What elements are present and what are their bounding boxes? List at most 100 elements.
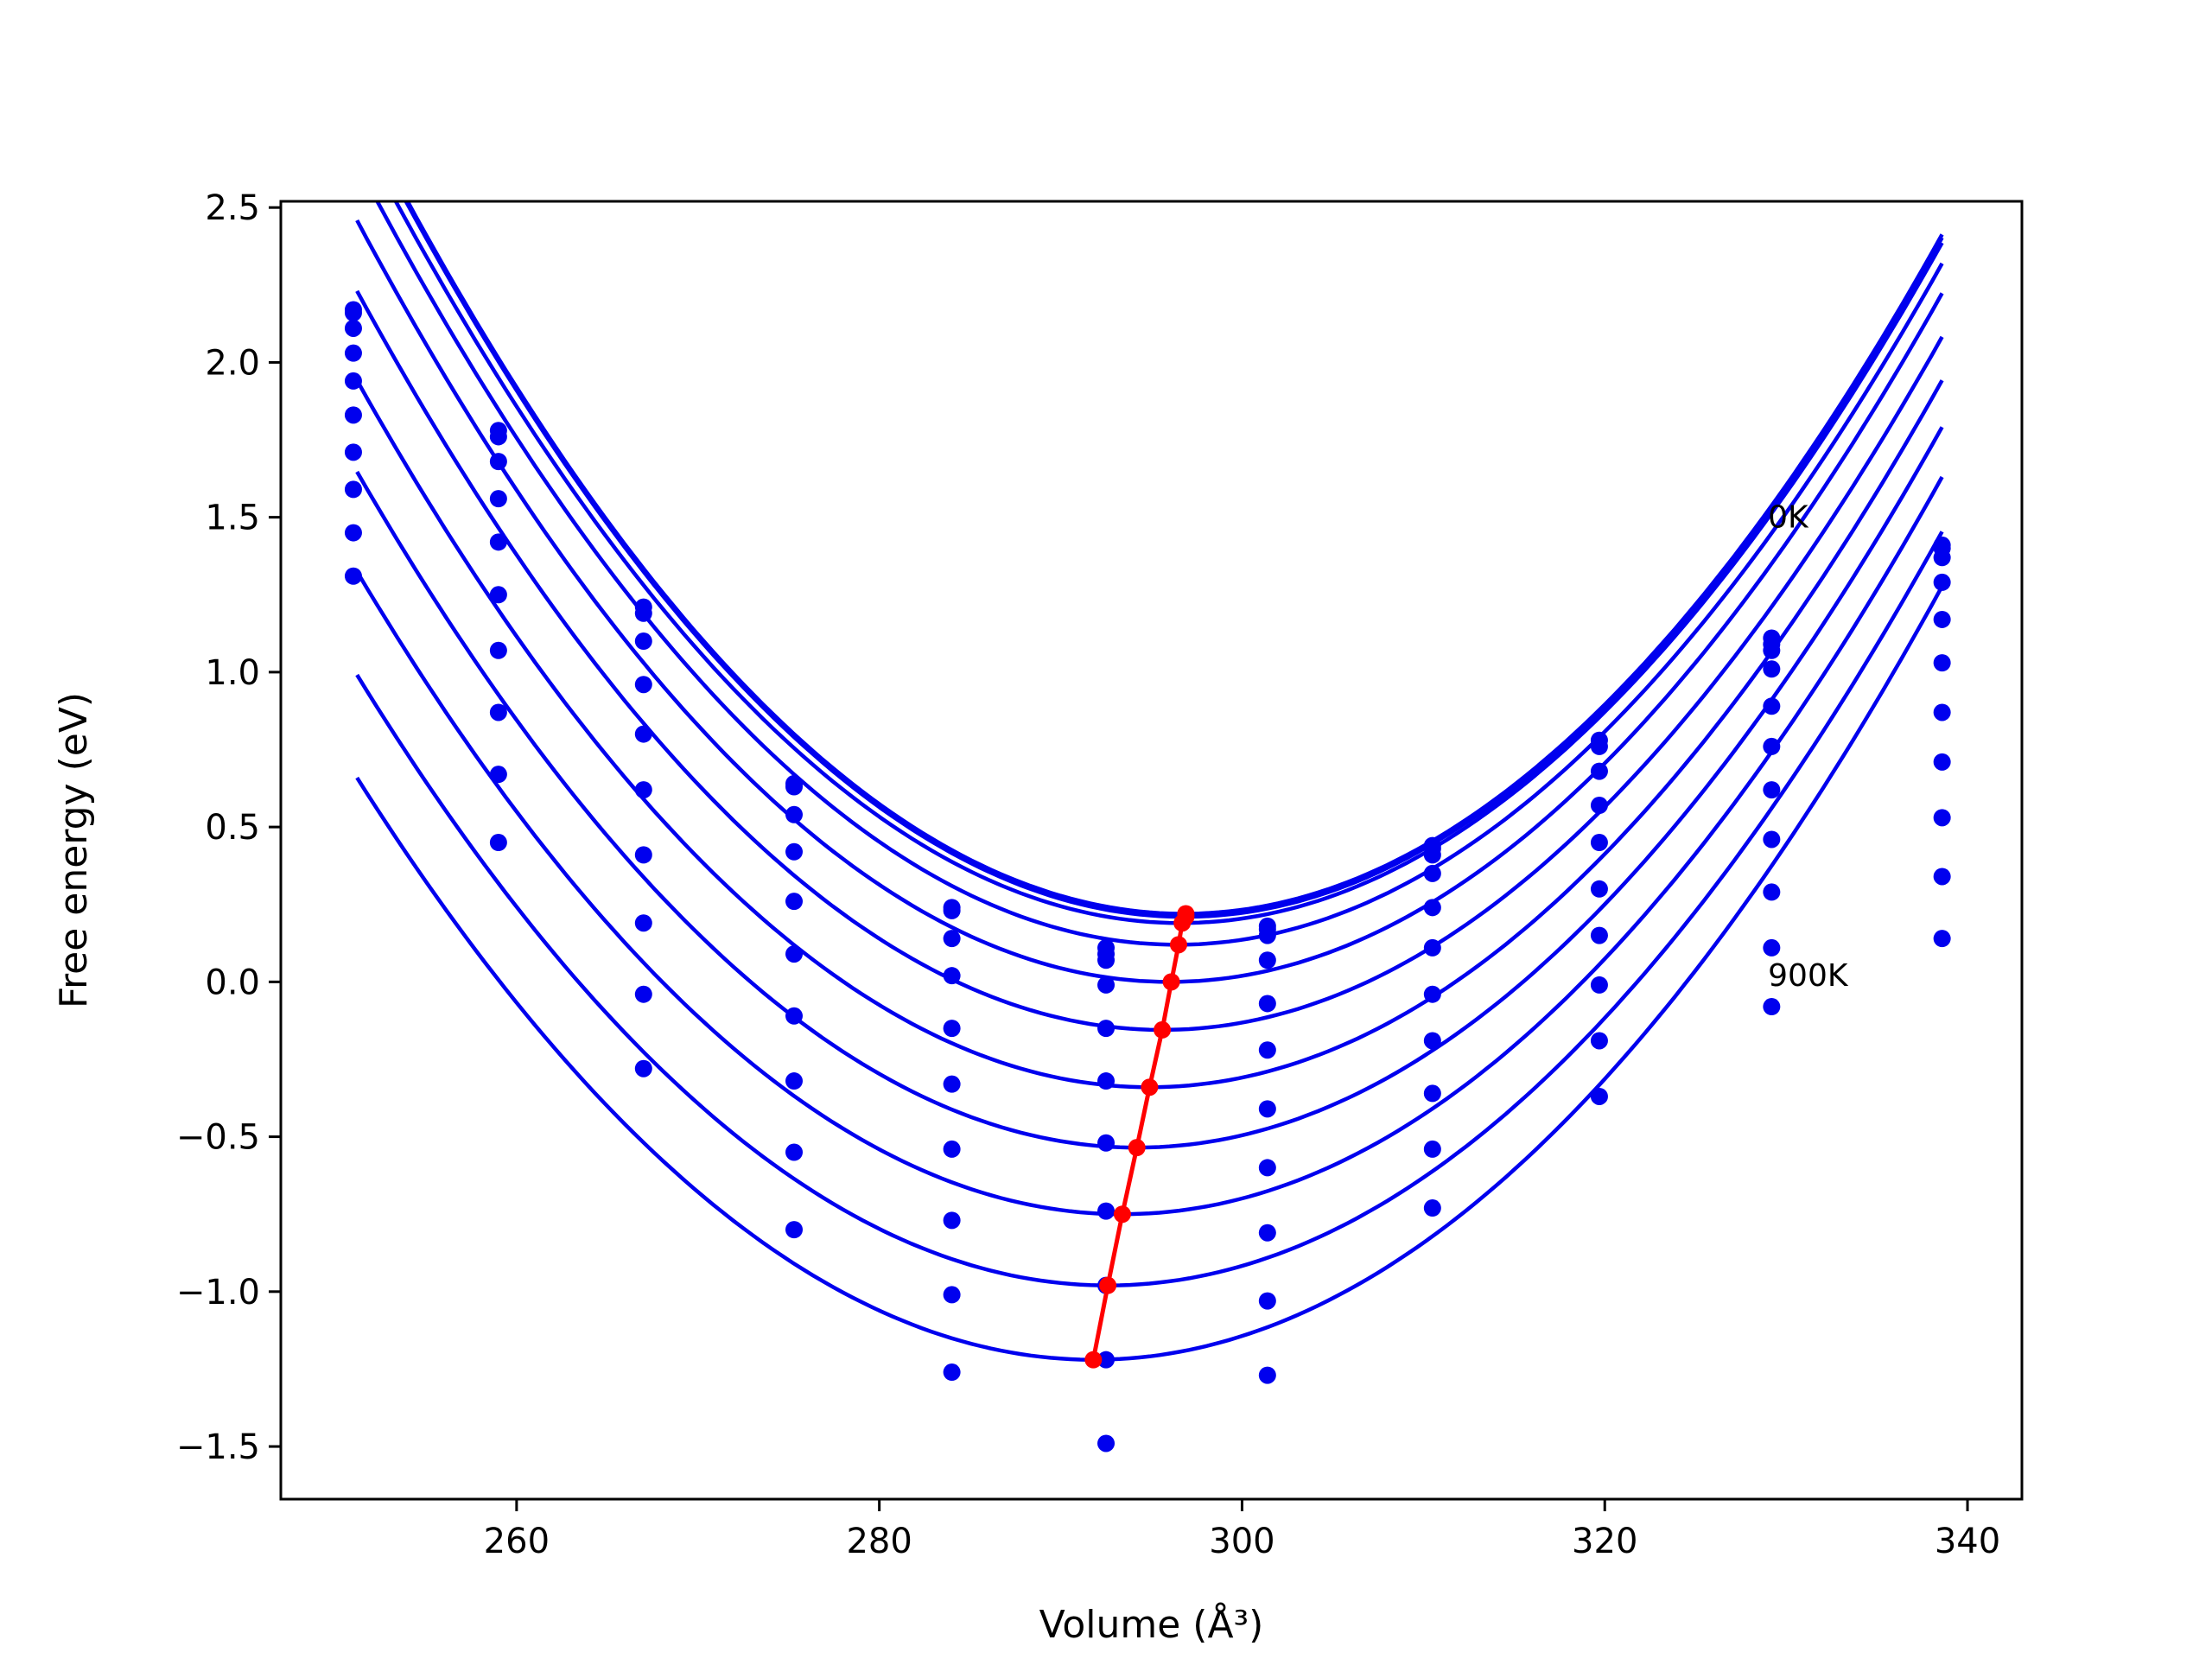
data-point-600K xyxy=(1590,926,1608,944)
data-point-600K xyxy=(785,1007,804,1025)
data-point-200K xyxy=(785,805,804,823)
data-point-400K xyxy=(344,372,362,390)
y-tick-label: 2.0 xyxy=(205,343,260,383)
data-point-200K xyxy=(1590,762,1608,780)
data-point-400K xyxy=(1258,995,1276,1013)
data-point-850K xyxy=(1933,868,1951,886)
x-tick-label: 320 xyxy=(1572,1522,1637,1561)
data-point-500K xyxy=(489,586,507,604)
data-point-200K xyxy=(943,930,961,948)
data-point-850K xyxy=(344,567,362,585)
data-point-700K xyxy=(1933,753,1951,771)
data-point-400K xyxy=(943,1020,961,1038)
data-point-400K xyxy=(1933,610,1951,628)
data-point-400K xyxy=(1590,834,1608,852)
y-tick-label: 1.5 xyxy=(205,499,260,538)
minimum-point xyxy=(1169,936,1187,954)
data-point-100K xyxy=(344,304,362,322)
data-point-400K xyxy=(1423,899,1441,917)
axes-frame xyxy=(279,200,2024,1501)
data-point-700K xyxy=(943,1211,961,1230)
data-point-600K xyxy=(1423,985,1441,1003)
fit-curve-500K xyxy=(355,289,1944,1033)
data-point-800K xyxy=(489,766,507,784)
data-point-900K xyxy=(1423,1199,1441,1217)
data-point-200K xyxy=(1097,951,1116,969)
data-point-200K xyxy=(1423,846,1441,864)
data-point-700K xyxy=(1258,1159,1276,1177)
data-point-700K xyxy=(344,480,362,499)
minimum-point xyxy=(1084,1351,1103,1369)
data-point-500K xyxy=(1097,1072,1116,1090)
data-point-800K xyxy=(634,985,652,1003)
fit-curve-400K xyxy=(355,219,1944,984)
minimum-point xyxy=(1128,1139,1146,1157)
data-point-900K xyxy=(1933,930,1951,948)
x-axis-label: Volume (Å³) xyxy=(1039,1601,1264,1647)
data-point-200K xyxy=(634,632,652,651)
data-point-600K xyxy=(1933,703,1951,721)
data-point-200K xyxy=(1933,549,1951,567)
data-point-200K xyxy=(344,319,362,337)
y-tick-label: −1.5 xyxy=(176,1427,260,1467)
x-tick-label: 300 xyxy=(1209,1522,1274,1561)
data-point-850K xyxy=(1097,1351,1116,1369)
data-point-850K xyxy=(1423,1140,1441,1158)
annotation-0K: 0K xyxy=(1768,500,1809,536)
data-point-300K xyxy=(489,490,507,508)
data-point-500K xyxy=(1933,654,1951,672)
data-point-600K xyxy=(489,641,507,659)
data-point-700K xyxy=(1763,830,1781,849)
data-point-100K xyxy=(634,604,652,622)
minimum-point xyxy=(1154,1020,1172,1039)
data-point-100K xyxy=(489,428,507,446)
data-point-300K xyxy=(1933,573,1951,591)
annotations: 0K 900K xyxy=(1768,500,1849,995)
data-point-400K xyxy=(785,893,804,911)
data-point-800K xyxy=(1590,1032,1608,1050)
data-point-850K xyxy=(1763,938,1781,957)
annotation-900K: 900K xyxy=(1768,958,1849,994)
data-point-800K xyxy=(344,524,362,542)
data-point-850K xyxy=(1590,1087,1608,1105)
data-point-300K xyxy=(1763,660,1781,678)
data-point-850K xyxy=(785,1221,804,1239)
data-point-200K xyxy=(489,453,507,471)
minimum-point xyxy=(1113,1205,1131,1224)
data-point-500K xyxy=(344,406,362,424)
data-point-600K xyxy=(1097,1134,1116,1152)
data-point-400K xyxy=(634,725,652,743)
data-point-300K xyxy=(1097,976,1116,994)
minimum-point xyxy=(1141,1078,1159,1096)
minimum-point xyxy=(1162,973,1180,991)
data-point-500K xyxy=(1258,1041,1276,1059)
data-point-300K xyxy=(785,842,804,861)
y-tick-label: 0.5 xyxy=(205,808,260,848)
data-point-500K xyxy=(785,945,804,963)
data-point-900K xyxy=(1258,1366,1276,1384)
data-point-700K xyxy=(785,1072,804,1090)
data-point-500K xyxy=(1590,880,1608,898)
data-point-800K xyxy=(1423,1084,1441,1103)
y-tick-label: 1.0 xyxy=(205,653,260,693)
data-point-900K xyxy=(1097,1434,1116,1452)
data-point-100K xyxy=(785,778,804,796)
data-point-100K xyxy=(1590,737,1608,755)
fit-curve-100K xyxy=(404,201,1944,919)
fit-curve-800K xyxy=(355,475,1944,1217)
y-tick-label: 2.5 xyxy=(205,188,260,228)
y-tick-label: −0.5 xyxy=(176,1118,260,1158)
fit-curve-850K xyxy=(355,531,1944,1287)
data-point-600K xyxy=(344,443,362,461)
data-point-800K xyxy=(1258,1224,1276,1242)
data-point-600K xyxy=(634,846,652,864)
data-point-850K xyxy=(489,834,507,852)
data-point-850K xyxy=(943,1363,961,1382)
fit-curve-900K xyxy=(355,585,1944,1362)
data-point-500K xyxy=(943,1075,961,1093)
data-point-600K xyxy=(943,1140,961,1158)
data-point-850K xyxy=(634,1059,652,1077)
data-point-500K xyxy=(1423,938,1441,957)
